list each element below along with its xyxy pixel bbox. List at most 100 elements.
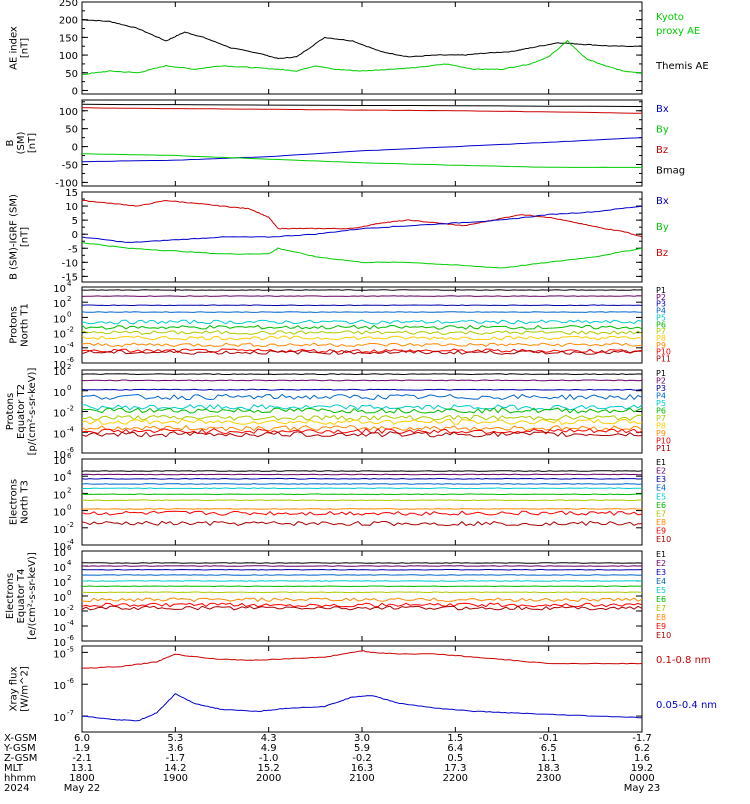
series-line-0-1-0-8-nm [81,650,643,669]
legend-label: E4 [656,577,666,586]
series-line-e3 [81,568,643,571]
y-axis-label: Electrons [9,479,20,525]
y-tick-label: 10 [53,367,66,378]
time-axis-value: 6.0 [74,733,90,744]
legend-label: P1 [656,286,666,295]
series-line-p10 [81,348,643,354]
legend-label: E10 [656,631,671,640]
series-line-kyoto-proxy-ae [81,39,643,76]
panel-frame [81,1,643,95]
legend-label: E2 [656,559,666,568]
y-tick-exponent: 2 [67,295,71,303]
y-tick-label: 10 [53,713,66,724]
series-line-p11 [81,431,643,438]
legend-label: E4 [656,484,666,493]
legend-label: E5 [656,586,666,595]
legend-label: P4 [656,307,666,316]
series-line-e10 [81,520,642,527]
y-tick-exponent: -2 [67,521,74,529]
y-tick-label: 100 [59,51,78,62]
y-tick-label: 10 [53,525,66,536]
series-line-e4 [81,574,643,576]
y-axis-label: Electrons [5,573,16,619]
y-tick-label: 10 [53,593,66,604]
series-line-p6 [81,407,643,414]
legend-label: P6 [656,320,666,329]
legend-label: P9 [656,429,666,438]
legend-label: 0.05-0.4 nm [656,700,717,711]
series-line-e7 [81,591,643,594]
legend-label: Bx [656,196,669,207]
panel-frame [81,286,643,364]
y-axis-label: Protons [5,393,16,430]
y-tick-exponent: -2 [67,604,74,612]
series-line-by [81,242,643,269]
time-axis-value: 14.2 [164,763,186,774]
y-tick-exponent: 4 [67,559,72,567]
y-tick-label: 10 [53,429,66,440]
time-axis-value: 18.3 [538,763,560,774]
legend-label: P11 [656,355,671,364]
time-axis-value: 1.5 [447,733,463,744]
time-axis-value: 1.6 [634,753,650,764]
time-axis-value: 0000 [629,773,654,784]
y-axis-label: [nT] [20,38,31,58]
y-tick-exponent: 0 [67,504,71,512]
time-axis-value: -1.0 [259,753,279,764]
legend-label: E2 [656,467,666,476]
panel-goes_b_sm: 100 50 0 -50 -100 B (SM) [nT] Bx By Bz Bmag [5,99,685,189]
time-axis-value: 1900 [163,773,188,784]
time-axis-value: 16.3 [351,763,373,774]
series-line-bmag [81,103,643,107]
legend-label: P4 [656,392,666,401]
panel-frame [81,369,643,454]
series-line-e6 [81,585,643,588]
y-tick-label: 10 [53,681,66,692]
series-line-e2 [81,565,643,567]
time-axis-value: 13.1 [71,763,93,774]
time-axis-value: -0.1 [539,733,559,744]
time-axis-value: 2100 [349,773,374,784]
legend-label: P3 [656,384,666,393]
legend-label: P1 [656,369,666,378]
series-line-p2 [82,379,643,382]
time-axis-value: 2000 [256,773,281,784]
series-line-bz [82,107,643,114]
y-tick-label: 10 [53,649,66,660]
legend-label: P2 [656,293,666,302]
y-axis-label: [e/(cm²-s-sr-keV)] [27,552,38,640]
time-axis-value: -0.2 [352,753,372,764]
panel-frame [81,458,643,546]
panel-frame [81,99,643,187]
y-axis-label: AE index [9,26,20,70]
panel-frame [81,550,643,642]
time-axis-value: 5.9 [354,743,370,754]
legend-label: P8 [656,334,666,343]
series-line-p10 [81,427,643,435]
series-line-e7 [81,499,642,502]
y-tick-label: 10 [53,409,66,420]
legend-label: E1 [656,550,666,559]
y-tick-label: 10 [53,345,66,356]
y-tick-label: 10 [53,284,66,295]
legend-label: E1 [656,458,666,467]
series-line-p5 [81,319,643,325]
y-tick-exponent: -6 [67,634,75,642]
y-tick-label: 10 [53,638,66,649]
legend-label: E7 [656,604,666,613]
y-axis-label: [p/(cm²-s-sr-keV)] [27,368,38,456]
y-axis-label: North T3 [20,480,31,524]
series-line-e6 [81,493,643,496]
legend-label: P9 [656,341,666,350]
y-tick-label: 10 [53,490,66,501]
y-tick-exponent: 4 [67,469,72,477]
y-tick-exponent: 4 [67,280,72,288]
y-tick-exponent: 2 [67,363,71,371]
series-line-p9 [81,424,643,432]
y-tick-exponent: 2 [67,574,71,582]
